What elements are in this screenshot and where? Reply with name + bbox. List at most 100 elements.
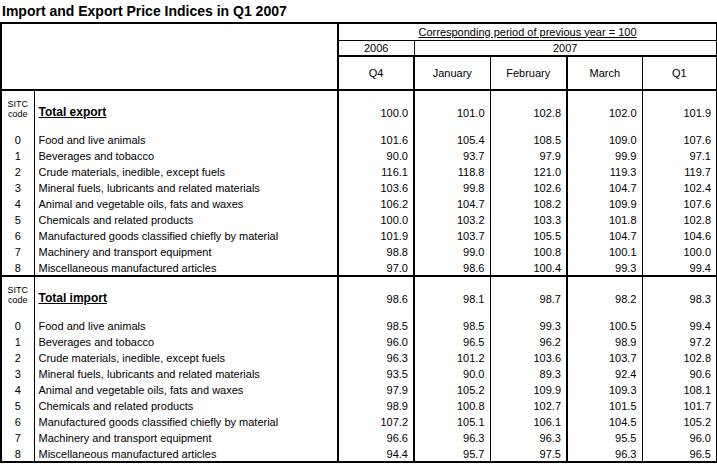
value-cell-march: 104.7: [567, 180, 642, 196]
value-cell-january: 99.0: [414, 244, 490, 260]
item-name-cell: Animal and vegetable oils, fats and waxe…: [34, 382, 338, 398]
spacer-row: [1, 307, 717, 318]
column-header-q4: Q4: [338, 56, 414, 90]
value-cell-march: 99.9: [567, 148, 642, 164]
value-cell-q1: 107.6: [642, 196, 717, 212]
item-name-cell: Manufactured goods classified chiefly by…: [34, 228, 338, 244]
value-cell-q1: 97.1: [642, 148, 717, 164]
value-cell-february: 109.9: [490, 382, 567, 398]
item-name-cell: Manufactured goods classified chiefly by…: [34, 414, 338, 430]
value-cell-march: 119.3: [567, 164, 642, 180]
value-cell-q1: 99.4: [642, 318, 717, 334]
value-cell-january: 118.8: [414, 164, 490, 180]
value-cell-q4: 96.3: [338, 350, 414, 366]
item-row: 3Mineral fuels, lubricants and related m…: [1, 366, 717, 382]
value-cell-february: 102.7: [490, 398, 567, 414]
sitc-code-cell: 1: [1, 334, 34, 350]
item-row: 6Manufactured goods classified chiefly b…: [1, 414, 717, 430]
value-cell-march: 100.1: [567, 244, 642, 260]
item-row: 2Crude materials, inedible, except fuels…: [1, 164, 717, 180]
value-cell-q4: 116.1: [338, 164, 414, 180]
corner-cell: [1, 23, 338, 90]
value-cell-january: 100.8: [414, 398, 490, 414]
value-cell-march: 99.3: [567, 260, 642, 276]
item-name-cell: Beverages and tobacco: [34, 334, 338, 350]
value-cell-february: 99.3: [490, 318, 567, 334]
value-cell-q1: 102.8: [642, 212, 717, 228]
value-cell-q4: 93.5: [338, 366, 414, 382]
value-cell-q1: 108.1: [642, 382, 717, 398]
sitc-code-cell: 8: [1, 446, 34, 462]
item-name-cell: Food and live animals: [34, 318, 338, 334]
value-cell-january: 98.1: [414, 276, 490, 307]
value-cell-q4: 90.0: [338, 148, 414, 164]
value-cell-february: 96.2: [490, 334, 567, 350]
item-name-cell: Machinery and transport equipment: [34, 430, 338, 446]
value-cell-q4: 98.5: [338, 318, 414, 334]
value-cell-february: 96.3: [490, 430, 567, 446]
value-cell-q1: 96.5: [642, 446, 717, 462]
value-cell-q1: 104.6: [642, 228, 717, 244]
sitc-code-cell: 6: [1, 414, 34, 430]
item-name-cell: Animal and vegetable oils, fats and waxe…: [34, 196, 338, 212]
item-row: 8Miscellaneous manufactured articles97.0…: [1, 260, 717, 276]
sitc-code-cell: 3: [1, 366, 34, 382]
spacer-cell: [567, 307, 642, 318]
sitc-code-cell: 5: [1, 212, 34, 228]
value-cell-january: 90.0: [414, 366, 490, 382]
spacer-cell: [1, 121, 34, 132]
unit-note-text: Corresponding period of previous year = …: [419, 26, 637, 38]
value-cell-q1: 107.6: [642, 132, 717, 148]
sitc-code-cell: 2: [1, 164, 34, 180]
sitc-code-cell: 8: [1, 260, 34, 276]
value-cell-march: 101.8: [567, 212, 642, 228]
sitc-code-cell: 4: [1, 196, 34, 212]
item-row: 4Animal and vegetable oils, fats and wax…: [1, 382, 717, 398]
value-cell-q1: 101.9: [642, 90, 717, 121]
value-cell-march: 96.3: [567, 446, 642, 462]
sitc-code-cell: 3: [1, 180, 34, 196]
value-cell-q4: 101.6: [338, 132, 414, 148]
spacer-cell: [414, 307, 490, 318]
page-title: Import and Export Price Indices in Q1 20…: [0, 0, 717, 22]
column-header-q1: Q1: [642, 56, 717, 90]
item-name-cell: Beverages and tobacco: [34, 148, 338, 164]
sitc-code-cell: 1: [1, 148, 34, 164]
value-cell-february: 103.6: [490, 350, 567, 366]
column-header-january: January: [414, 56, 490, 90]
item-row: 0Food and live animals101.6105.4108.5109…: [1, 132, 717, 148]
sitc-code-header: SITCcode: [1, 276, 34, 307]
spacer-cell: [567, 121, 642, 132]
value-cell-january: 103.2: [414, 212, 490, 228]
item-name-cell: Food and live animals: [34, 132, 338, 148]
value-cell-january: 105.1: [414, 414, 490, 430]
value-cell-january: 99.8: [414, 180, 490, 196]
sitc-code-cell: 4: [1, 382, 34, 398]
column-header-march: March: [567, 56, 642, 90]
value-cell-q1: 97.2: [642, 334, 717, 350]
value-cell-q4: 94.4: [338, 446, 414, 462]
value-cell-q4: 98.6: [338, 276, 414, 307]
sitc-code-cell: 2: [1, 350, 34, 366]
item-row: 3Mineral fuels, lubricants and related m…: [1, 180, 717, 196]
value-cell-february: 98.7: [490, 276, 567, 307]
value-cell-q4: 107.2: [338, 414, 414, 430]
sitc-code-cell: 7: [1, 244, 34, 260]
spacer-cell: [490, 121, 567, 132]
unit-header-cell: Corresponding period of previous year = …: [338, 23, 717, 40]
item-name-cell: Mineral fuels, lubricants and related ma…: [34, 366, 338, 382]
sitc-code-cell: 0: [1, 132, 34, 148]
spacer-row: [1, 121, 717, 132]
value-cell-january: 105.2: [414, 382, 490, 398]
value-cell-january: 101.2: [414, 350, 490, 366]
value-cell-february: 97.5: [490, 446, 567, 462]
sitc-code-header-line: code: [2, 109, 34, 119]
table-body: SITCcodeTotal export100.0101.0102.8102.0…: [1, 90, 717, 462]
sitc-code-header-line: SITC: [2, 99, 34, 109]
value-cell-q4: 103.6: [338, 180, 414, 196]
sitc-code-cell: 5: [1, 398, 34, 414]
value-cell-march: 102.0: [567, 90, 642, 121]
value-cell-q4: 98.8: [338, 244, 414, 260]
value-cell-january: 98.5: [414, 318, 490, 334]
spacer-cell: [1, 307, 34, 318]
